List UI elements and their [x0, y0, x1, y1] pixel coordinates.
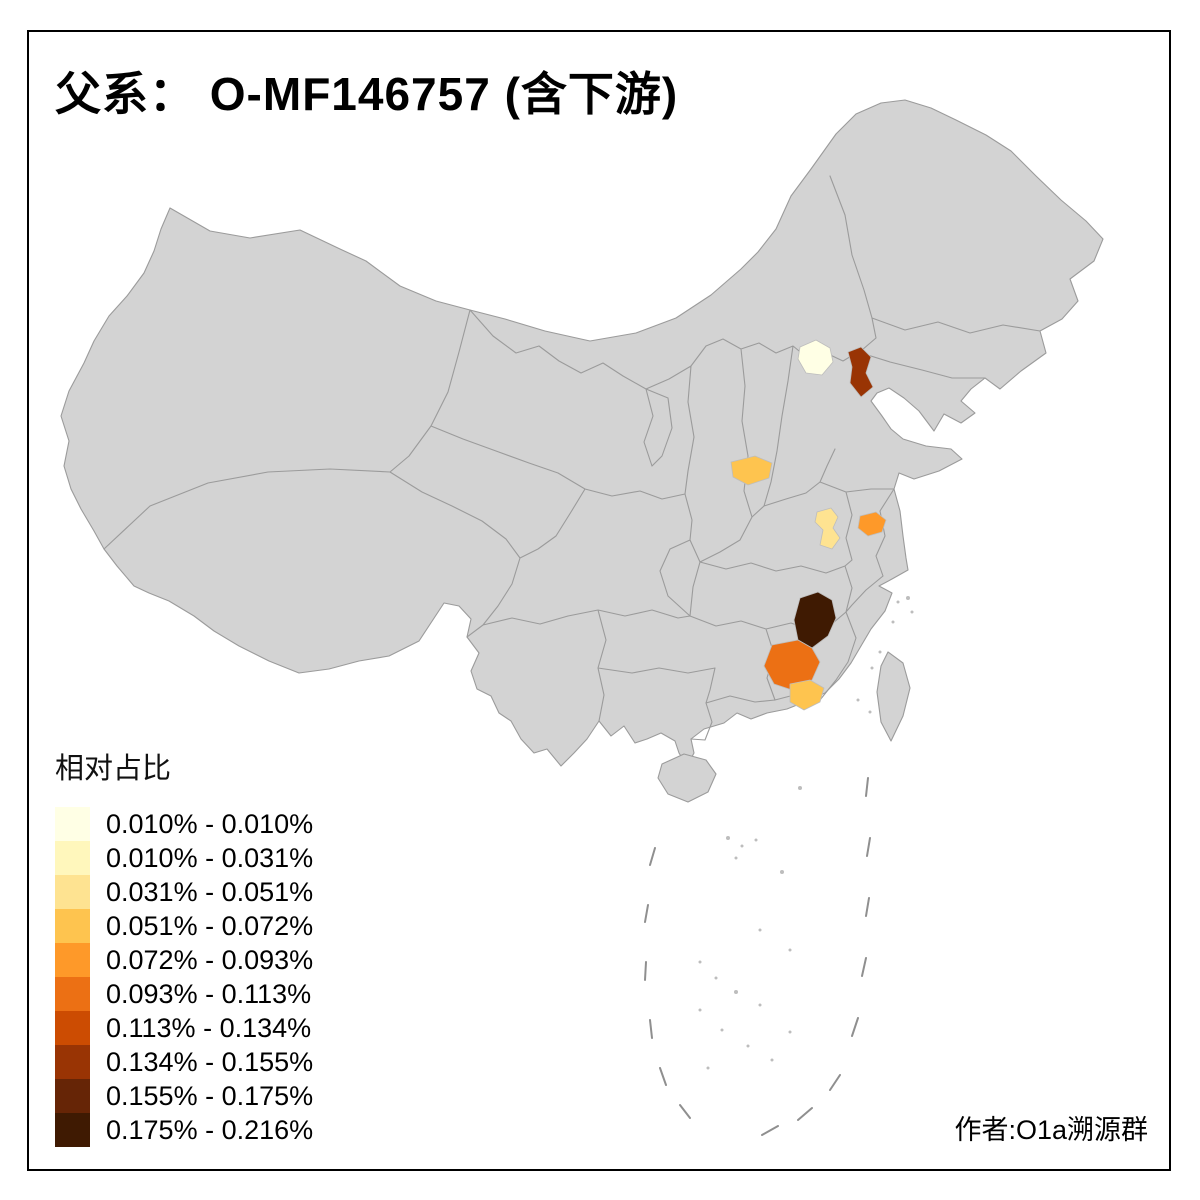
region-shanxi-south [730, 455, 773, 486]
legend-swatch [55, 807, 90, 841]
plot-border [27, 30, 1171, 1171]
legend-swatch [55, 841, 90, 875]
region-beijing [797, 339, 834, 376]
legend-item: 0.010% - 0.031% [55, 841, 313, 875]
legend-swatch [55, 1113, 90, 1147]
legend-items: 0.010% - 0.010% 0.010% - 0.031% 0.031% - 0… [55, 807, 313, 1147]
region-jiangxi-central [763, 639, 821, 691]
legend-label: 0.175% - 0.216% [106, 1114, 314, 1145]
page-title: 父系： O-MF146757 (含下游) [55, 68, 679, 120]
legend-title: 相对占比 [55, 753, 172, 785]
taiwan-island [876, 651, 911, 742]
legend-item: 0.134% - 0.155% [55, 1045, 313, 1079]
region-jiangxi-north [793, 591, 837, 649]
hainan-island [657, 753, 717, 803]
legend-label: 0.134% - 0.155% [106, 1046, 314, 1077]
legend-item: 0.031% - 0.051% [55, 875, 313, 909]
china-mainland-outline [60, 99, 1104, 767]
attribution: 作者:O1a溯源群 [954, 1115, 1148, 1145]
legend-item: 0.113% - 0.134% [55, 1011, 313, 1045]
legend-swatch [55, 977, 90, 1011]
legend: 相对占比 0.010% - 0.010% 0.010% - 0.031% 0.031… [55, 745, 313, 1147]
legend-swatch [55, 943, 90, 977]
legend-swatch [55, 1045, 90, 1079]
sea-island-specks [698, 596, 914, 1070]
legend-label: 0.010% - 0.031% [106, 842, 314, 873]
province-borders [103, 175, 1041, 741]
legend-label: 0.010% - 0.010% [106, 808, 314, 839]
nine-dash-line [644, 777, 871, 1136]
legend-swatch [55, 909, 90, 943]
legend-swatch [55, 1079, 90, 1113]
region-guangdong-east [789, 679, 825, 711]
region-henan-central [814, 507, 841, 550]
legend-item: 0.093% - 0.113% [55, 977, 313, 1011]
region-anhui-east [857, 511, 887, 537]
legend-label: 0.155% - 0.175% [106, 1080, 314, 1111]
legend-item: 0.175% - 0.216% [55, 1113, 313, 1147]
legend-swatch [55, 875, 90, 909]
legend-item: 0.051% - 0.072% [55, 909, 313, 943]
legend-label: 0.051% - 0.072% [106, 910, 314, 941]
legend-label: 0.093% - 0.113% [106, 978, 312, 1009]
legend-swatch [55, 1011, 90, 1045]
legend-item: 0.155% - 0.175% [55, 1079, 313, 1113]
legend-item: 0.010% - 0.010% [55, 807, 313, 841]
legend-label: 0.031% - 0.051% [106, 876, 314, 907]
legend-label: 0.072% - 0.093% [106, 944, 314, 975]
legend-item: 0.072% - 0.093% [55, 943, 313, 977]
region-tianjin [847, 346, 874, 398]
legend-label: 0.113% - 0.134% [106, 1012, 312, 1043]
